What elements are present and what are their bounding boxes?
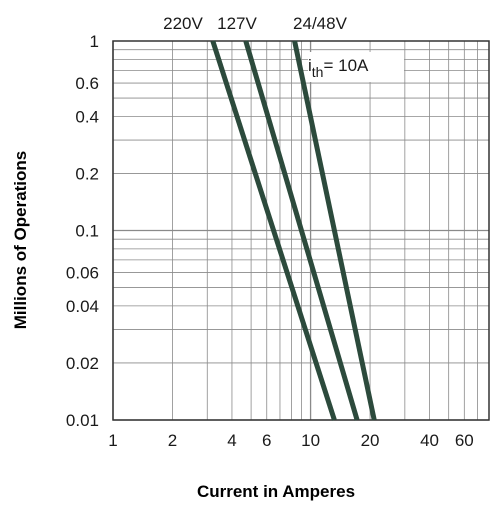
annotation-prefix: i [308,56,312,75]
y-tick-label: 0.6 [75,74,99,93]
series-lines [210,40,377,421]
y-tick-label: 1 [90,32,99,51]
y-tick-label: 0.01 [66,411,99,430]
y-tick-label: 0.2 [75,164,99,183]
x-tick-label: 1 [108,431,117,450]
x-tick-labels: 1 2 4 6 10 20 40 60 [108,431,474,450]
annotation-subscript: th [312,64,324,80]
series-label-3: 24/48V [293,14,348,33]
x-tick-label: 40 [420,431,439,450]
x-tick-label: 2 [168,431,177,450]
x-axis-title: Current in Amperes [197,482,355,501]
series-line-3 [292,40,377,421]
y-tick-label: 0.04 [66,297,99,316]
y-tick-label: 0.4 [75,107,99,126]
series-label-1: 220V [163,14,203,33]
x-tick-label: 60 [455,431,474,450]
x-tick-label: 6 [262,431,271,450]
series-line-1 [210,40,337,421]
x-tick-label: 4 [227,431,236,450]
y-tick-labels: 1 0.6 0.4 0.2 0.1 0.06 0.04 0.02 0.01 [66,32,99,430]
y-tick-label: 0.02 [66,354,99,373]
x-tick-label: 10 [301,431,320,450]
y-axis-title: Millions of Operations [11,151,30,330]
series-labels: 220V 127V 24/48V [163,14,347,33]
annotation-background [308,52,404,82]
plot-frame [112,40,490,421]
y-tick-label: 0.06 [66,264,99,283]
series-line-2 [243,40,360,421]
annotation-suffix: = 10A [323,56,369,75]
x-tick-label: 20 [361,431,380,450]
y-tick-label: 0.1 [75,222,99,241]
ith-annotation: ith= 10A [308,56,369,80]
series-label-2: 127V [217,14,257,33]
